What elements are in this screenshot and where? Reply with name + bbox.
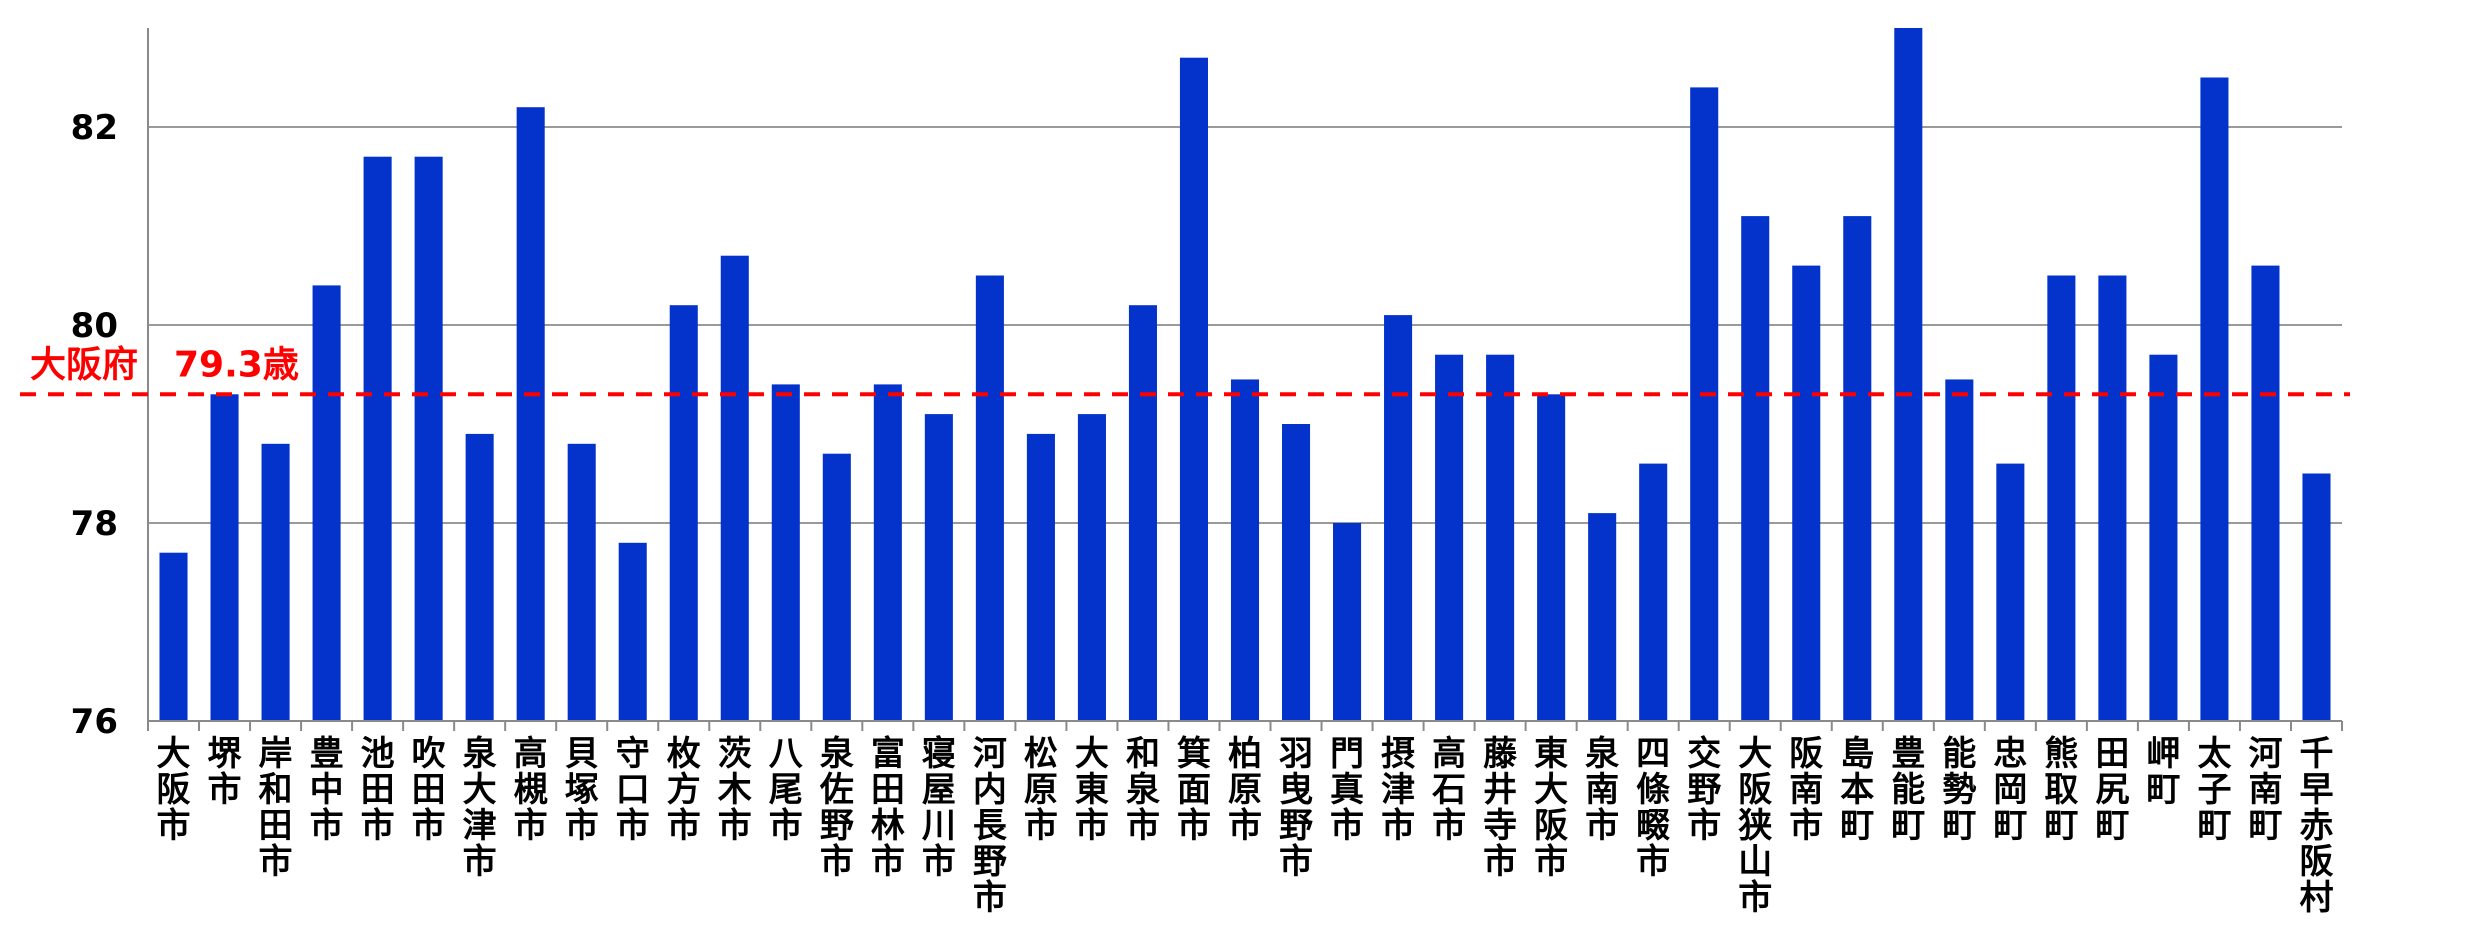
bar <box>1486 354 1515 721</box>
x-category-label: 河内長野市 <box>973 734 1008 918</box>
bar <box>1843 216 1872 721</box>
bar <box>873 384 902 721</box>
x-category-label: 能勢町 <box>1942 734 1976 846</box>
bar <box>2149 354 2178 721</box>
bar <box>414 156 443 721</box>
bar <box>516 107 545 721</box>
bar <box>1588 513 1617 721</box>
bar <box>1384 315 1413 721</box>
bar <box>1945 379 1974 721</box>
x-category-label: 和泉市 <box>1126 734 1160 846</box>
bar <box>1281 424 1311 721</box>
x-category-label: 富田林市 <box>871 734 905 882</box>
x-category-label: 東大阪市 <box>1534 734 1568 882</box>
bar <box>2302 473 2331 721</box>
x-category-label: 太子町 <box>2197 734 2231 846</box>
reference-line-label: 大阪府 79.3歳 <box>30 343 299 385</box>
x-category-label: 高石市 <box>1431 734 1466 846</box>
bar <box>2251 265 2280 721</box>
x-category-label: 箕面市 <box>1177 734 1211 846</box>
x-category-label: 泉佐野市 <box>819 734 854 882</box>
bar <box>2200 77 2229 721</box>
x-category-label: 八尾市 <box>769 734 804 846</box>
x-category-label: 藤井寺市 <box>1483 734 1517 882</box>
x-category-label: 島本町 <box>1840 734 1874 846</box>
x-category-label: 豊中市 <box>310 734 344 846</box>
x-category-label: 堺市 <box>208 734 243 810</box>
x-category-label: 大東市 <box>1075 734 1109 846</box>
bar <box>975 275 1004 721</box>
x-category-label: 泉南市 <box>1585 734 1619 846</box>
x-category-label: 貝塚市 <box>565 734 599 846</box>
x-category-labels: 大阪市堺市岸和田市豊中市池田市吹田市泉大津市高槻市貝塚市守口市枚方市茨木市八尾市… <box>157 734 2334 918</box>
bar <box>1230 379 1260 721</box>
reference-line-group: 大阪府 79.3歳 <box>20 343 2350 397</box>
bar <box>1741 216 1770 721</box>
bar <box>1179 57 1209 721</box>
x-category-label: 大阪市 <box>157 734 191 846</box>
x-category-label: 岸和田市 <box>259 734 293 882</box>
bar <box>465 433 494 721</box>
x-category-label: 豊能町 <box>1891 734 1925 846</box>
x-category-label: 松原市 <box>1024 734 1058 846</box>
x-category-label: 田尻町 <box>2095 734 2129 846</box>
bar <box>822 453 851 721</box>
y-tick-label: 78 <box>71 504 118 544</box>
x-category-label: 泉大津市 <box>463 734 497 882</box>
bar <box>1690 87 1719 721</box>
bar <box>1894 28 1923 721</box>
x-category-label: 門真市 <box>1330 734 1364 846</box>
x-category-label: 柏原市 <box>1228 734 1262 846</box>
bar <box>2098 275 2127 721</box>
x-category-label: 交野市 <box>1687 734 1721 846</box>
bars <box>159 28 2331 721</box>
bar <box>1537 394 1566 721</box>
bar <box>1639 463 1668 721</box>
x-category-label: 岬町 <box>2146 734 2180 810</box>
x-category-label: 守口市 <box>616 734 650 846</box>
x-category-label: 熊取町 <box>2044 734 2078 846</box>
x-category-label: 阪南市 <box>1789 734 1823 846</box>
x-category-label: 大阪狭山市 <box>1738 734 1772 918</box>
y-tick-label: 80 <box>71 306 118 346</box>
axes <box>147 28 2343 731</box>
y-tick-label: 82 <box>71 108 118 148</box>
bar <box>567 443 596 721</box>
x-category-label: 忠岡町 <box>1993 734 2027 846</box>
bar <box>1435 354 1464 721</box>
bar <box>771 384 800 721</box>
bar <box>1792 265 1821 721</box>
bar <box>210 394 239 721</box>
bar <box>1026 433 1055 721</box>
x-category-label: 茨木市 <box>717 734 752 846</box>
bar <box>1077 414 1106 721</box>
x-category-label: 河南町 <box>2248 734 2282 846</box>
x-category-label: 枚方市 <box>667 734 701 846</box>
bar <box>363 156 392 721</box>
x-category-label: 高槻市 <box>514 734 548 846</box>
bar <box>1333 523 1362 721</box>
bar <box>159 552 188 721</box>
bar <box>618 542 647 721</box>
x-category-label: 羽曳野市 <box>1279 734 1313 882</box>
y-tick-label: 76 <box>71 702 118 742</box>
y-tick-labels: 76 78 80 82 <box>71 108 118 742</box>
bar <box>312 285 341 721</box>
bar <box>2047 275 2076 721</box>
x-category-label: 池田市 <box>361 734 395 846</box>
x-category-label: 吹田市 <box>412 734 446 846</box>
bar <box>669 305 698 721</box>
x-category-label: 千早赤阪村 <box>2299 734 2333 918</box>
bar <box>720 255 749 721</box>
bar <box>1996 463 2025 721</box>
bar <box>924 414 953 721</box>
bar <box>1128 305 1157 721</box>
x-category-label: 四條畷市 <box>1636 734 1670 882</box>
x-category-label: 寝屋川市 <box>922 734 956 882</box>
bar <box>261 443 290 721</box>
x-category-label: 摂津市 <box>1381 734 1415 846</box>
